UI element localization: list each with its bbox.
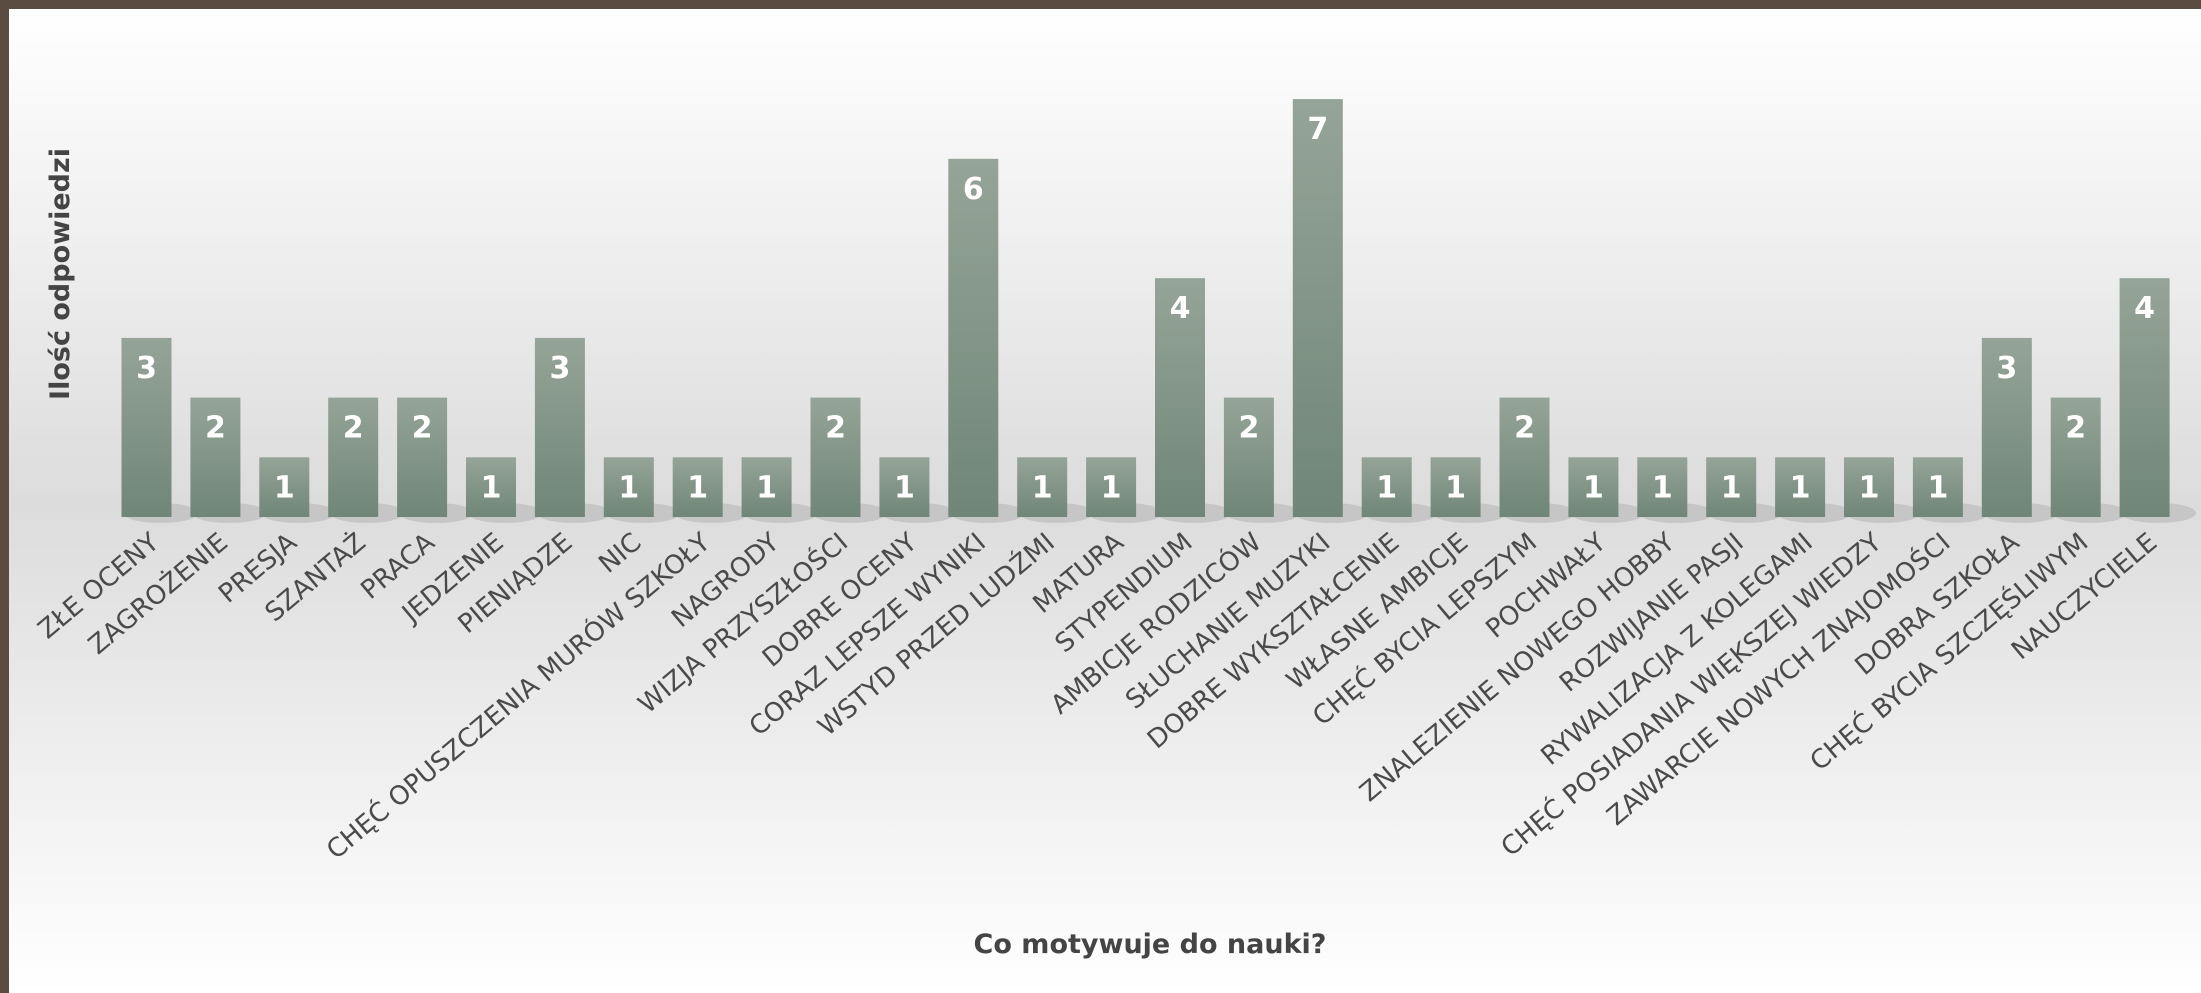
bar xyxy=(1292,99,1343,517)
bar-value-label: 2 xyxy=(412,411,433,446)
bar xyxy=(1706,457,1757,517)
bar xyxy=(1637,457,1688,517)
x-tick-labels: ZŁE OCENYZAGROŻENIEPRESJASZANTAŻPRACAJED… xyxy=(33,526,2163,866)
bar xyxy=(1568,457,1619,517)
bar-value-label: 1 xyxy=(1790,470,1811,505)
bar xyxy=(1223,397,1274,517)
bar-value-label: 1 xyxy=(1583,470,1604,505)
bar xyxy=(466,457,516,517)
bar-value-label: 1 xyxy=(1721,470,1742,505)
bar xyxy=(1361,457,1412,517)
bar xyxy=(534,337,585,517)
bar xyxy=(190,397,241,517)
bar xyxy=(948,158,999,518)
bar xyxy=(2119,278,2170,517)
x-axis-title: Co motywuje do nauki? xyxy=(974,929,1327,960)
bar-value-label: 1 xyxy=(687,470,708,505)
bar-value-label: 1 xyxy=(274,470,295,505)
bar xyxy=(1499,397,1550,517)
bar-value-label: 1 xyxy=(1376,470,1397,505)
bar-value-label: 2 xyxy=(205,411,226,446)
bar-value-label: 1 xyxy=(894,470,915,505)
bar xyxy=(1430,457,1481,517)
bar xyxy=(1844,457,1894,517)
bar-value-label: 4 xyxy=(1170,291,1191,326)
bar xyxy=(603,457,654,517)
bar-value-label: 1 xyxy=(1101,470,1122,505)
bar-value-label: 6 xyxy=(963,172,984,207)
bar-value-label: 1 xyxy=(1032,470,1053,505)
bar xyxy=(397,397,448,517)
bar-value-label: 2 xyxy=(1238,411,1259,446)
y-axis-title: Ilość odpowiedzi xyxy=(45,148,76,400)
bar xyxy=(741,457,792,517)
bar-value-label: 2 xyxy=(2065,411,2086,446)
bar-value-label: 4 xyxy=(2134,291,2155,326)
bar xyxy=(1912,457,1963,517)
bar xyxy=(259,457,310,517)
bars-group xyxy=(121,99,2170,518)
bar xyxy=(1155,278,1205,517)
bar xyxy=(879,457,930,517)
bar xyxy=(1981,337,2032,517)
bar xyxy=(2050,397,2101,517)
bar-value-label: 3 xyxy=(136,351,157,386)
bar xyxy=(1086,457,1137,517)
bar xyxy=(672,457,723,517)
bar xyxy=(810,397,861,517)
bar xyxy=(121,337,172,517)
bar-value-label: 2 xyxy=(343,411,364,446)
bar-value-label: 1 xyxy=(1927,470,1948,505)
bar-value-label: 7 xyxy=(1307,112,1328,147)
bar xyxy=(328,397,379,517)
bar xyxy=(1775,457,1826,517)
bar-value-label: 2 xyxy=(1514,411,1535,446)
bar-value-label: 1 xyxy=(1652,470,1673,505)
bar-value-label: 1 xyxy=(1859,470,1880,505)
bar-value-label: 1 xyxy=(618,470,639,505)
bar-value-label: 1 xyxy=(756,470,777,505)
bar-value-label: 2 xyxy=(825,411,846,446)
x-tick-label: NIC xyxy=(593,527,647,579)
bar-value-label: 1 xyxy=(1445,470,1466,505)
bar-value-label: 3 xyxy=(549,351,570,386)
bar xyxy=(1017,457,1068,517)
bar-value-label: 1 xyxy=(481,470,502,505)
bar-value-label: 3 xyxy=(1996,351,2017,386)
